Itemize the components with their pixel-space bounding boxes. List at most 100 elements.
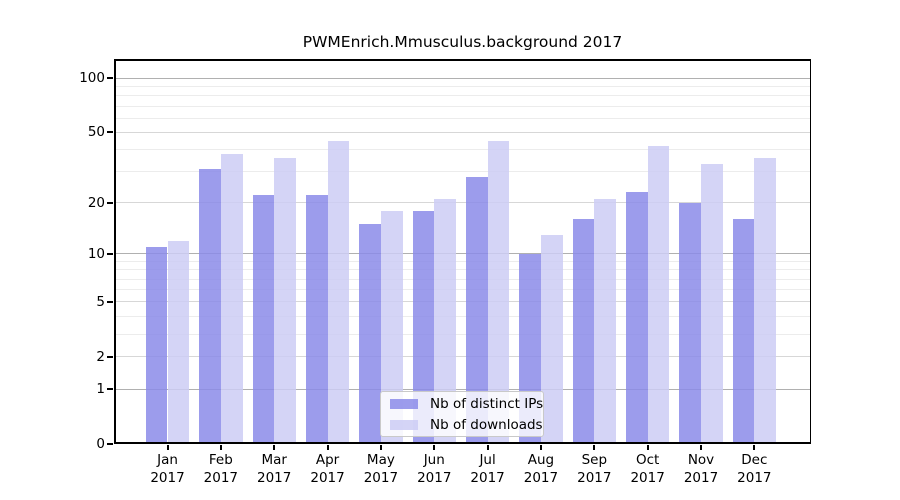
- x-tick-label-jan: Jan 2017: [136, 451, 200, 487]
- x-tick-month: Dec: [741, 452, 768, 468]
- gridline: [114, 388, 811, 390]
- gridline: [114, 289, 811, 291]
- x-tick-year: 2017: [150, 470, 185, 486]
- y-tick: [107, 300, 113, 303]
- y-tick-label: 50: [87, 124, 105, 141]
- x-tick-month: Mar: [261, 452, 287, 468]
- x-tick-label-nov: Nov 2017: [669, 451, 733, 487]
- x-tick-label-may: May 2017: [349, 451, 413, 487]
- bar-nov-downloads: [701, 164, 723, 444]
- x-tick: [379, 445, 382, 450]
- x-tick-year: 2017: [577, 470, 612, 486]
- x-tick-month: Jul: [479, 452, 496, 468]
- y-tick: [107, 131, 113, 134]
- bar-mar-downloads: [274, 157, 296, 444]
- bar-apr-ips: [305, 195, 328, 444]
- x-tick-label-jun: Jun 2017: [402, 451, 466, 487]
- x-tick-month: Jan: [157, 452, 178, 468]
- gridline: [114, 301, 811, 303]
- bar-jan-downloads: [167, 240, 190, 444]
- bar-feb-ips: [199, 169, 221, 444]
- x-tick-year: 2017: [630, 470, 665, 486]
- bar-may-ips: [359, 224, 381, 444]
- x-tick-label-aug: Aug 2017: [509, 451, 573, 487]
- bar-apr-downloads: [327, 140, 350, 444]
- legend: Nb of distinct IPs Nb of downloads: [380, 391, 544, 437]
- x-tick: [433, 445, 436, 450]
- gridline: [114, 85, 811, 87]
- y-tick-label: 2: [96, 348, 105, 365]
- plot-spine-bottom: [114, 442, 811, 444]
- bar-jul-downloads: [487, 140, 510, 444]
- bar-dec-ips: [732, 219, 755, 444]
- x-tick: [166, 445, 169, 450]
- legend-swatch-distinct-ips: [390, 398, 418, 409]
- gridline: [114, 131, 811, 133]
- y-tick-label: 100: [79, 70, 105, 87]
- plot-area: [114, 59, 811, 444]
- x-tick: [486, 445, 489, 450]
- plot-spine-top: [114, 59, 811, 61]
- gridline: [114, 333, 811, 335]
- gridline: [114, 269, 811, 271]
- x-tick-label-feb: Feb 2017: [189, 451, 253, 487]
- x-tick-year: 2017: [417, 470, 452, 486]
- x-tick-month: Apr: [315, 452, 340, 468]
- bar-mar-ips: [252, 195, 275, 444]
- x-tick-label-apr: Apr 2017: [296, 451, 360, 487]
- gridline: [114, 315, 811, 317]
- gridline: [114, 149, 811, 151]
- legend-item-distinct-ips: Nb of distinct IPs: [390, 396, 543, 412]
- legend-label-distinct-ips: Nb of distinct IPs: [430, 395, 544, 412]
- plot-spine-left: [114, 59, 116, 444]
- bar-sep-downloads: [594, 198, 616, 444]
- y-tick-label: 20: [87, 194, 105, 211]
- gridline: [114, 95, 811, 97]
- y-tick: [107, 388, 113, 391]
- x-tick-label-mar: Mar 2017: [242, 451, 306, 487]
- chart-title: PWMEnrich.Mmusculus.background 2017: [302, 33, 623, 51]
- x-tick-month: Oct: [635, 452, 660, 468]
- y-tick-label: 10: [87, 245, 105, 262]
- y-tick: [107, 252, 113, 255]
- x-tick: [593, 445, 596, 450]
- x-tick-label-sep: Sep 2017: [562, 451, 626, 487]
- x-tick: [646, 445, 649, 450]
- x-tick-month: Sep: [581, 452, 608, 468]
- gridline: [114, 278, 811, 280]
- x-tick: [539, 445, 542, 450]
- bar-jan-ips: [145, 247, 168, 444]
- gridline: [114, 77, 811, 79]
- x-tick-label-dec: Dec 2017: [722, 451, 786, 487]
- bar-jun-downloads: [434, 198, 456, 444]
- bar-nov-ips: [679, 202, 701, 444]
- gridline: [114, 117, 811, 119]
- x-tick: [753, 445, 756, 450]
- x-tick-month: May: [366, 452, 395, 468]
- x-tick-year: 2017: [257, 470, 292, 486]
- x-tick-year: 2017: [737, 470, 772, 486]
- x-tick-year: 2017: [363, 470, 399, 486]
- x-tick-year: 2017: [470, 470, 505, 486]
- gridline: [114, 105, 811, 107]
- y-tick: [107, 77, 113, 80]
- y-tick-label: 0: [96, 436, 105, 452]
- x-tick: [700, 445, 702, 450]
- bar-oct-downloads: [647, 145, 670, 444]
- legend-label-downloads: Nb of downloads: [430, 416, 543, 433]
- legend-swatch-downloads: [390, 419, 418, 430]
- y-tick-label: 1: [96, 381, 105, 398]
- plot-spine-right: [809, 59, 811, 444]
- bar-may-downloads: [380, 210, 403, 444]
- legend-item-downloads: Nb of downloads: [390, 417, 543, 433]
- y-tick: [107, 201, 113, 204]
- x-tick-label-oct: Oct 2017: [616, 451, 680, 487]
- x-tick-year: 2017: [523, 470, 559, 486]
- x-tick-year: 2017: [203, 470, 239, 486]
- x-tick-month: Aug: [527, 452, 555, 468]
- x-tick-month: Nov: [687, 452, 715, 468]
- y-tick: [107, 443, 113, 445]
- y-tick-label: 5: [96, 293, 105, 310]
- x-tick: [219, 445, 222, 450]
